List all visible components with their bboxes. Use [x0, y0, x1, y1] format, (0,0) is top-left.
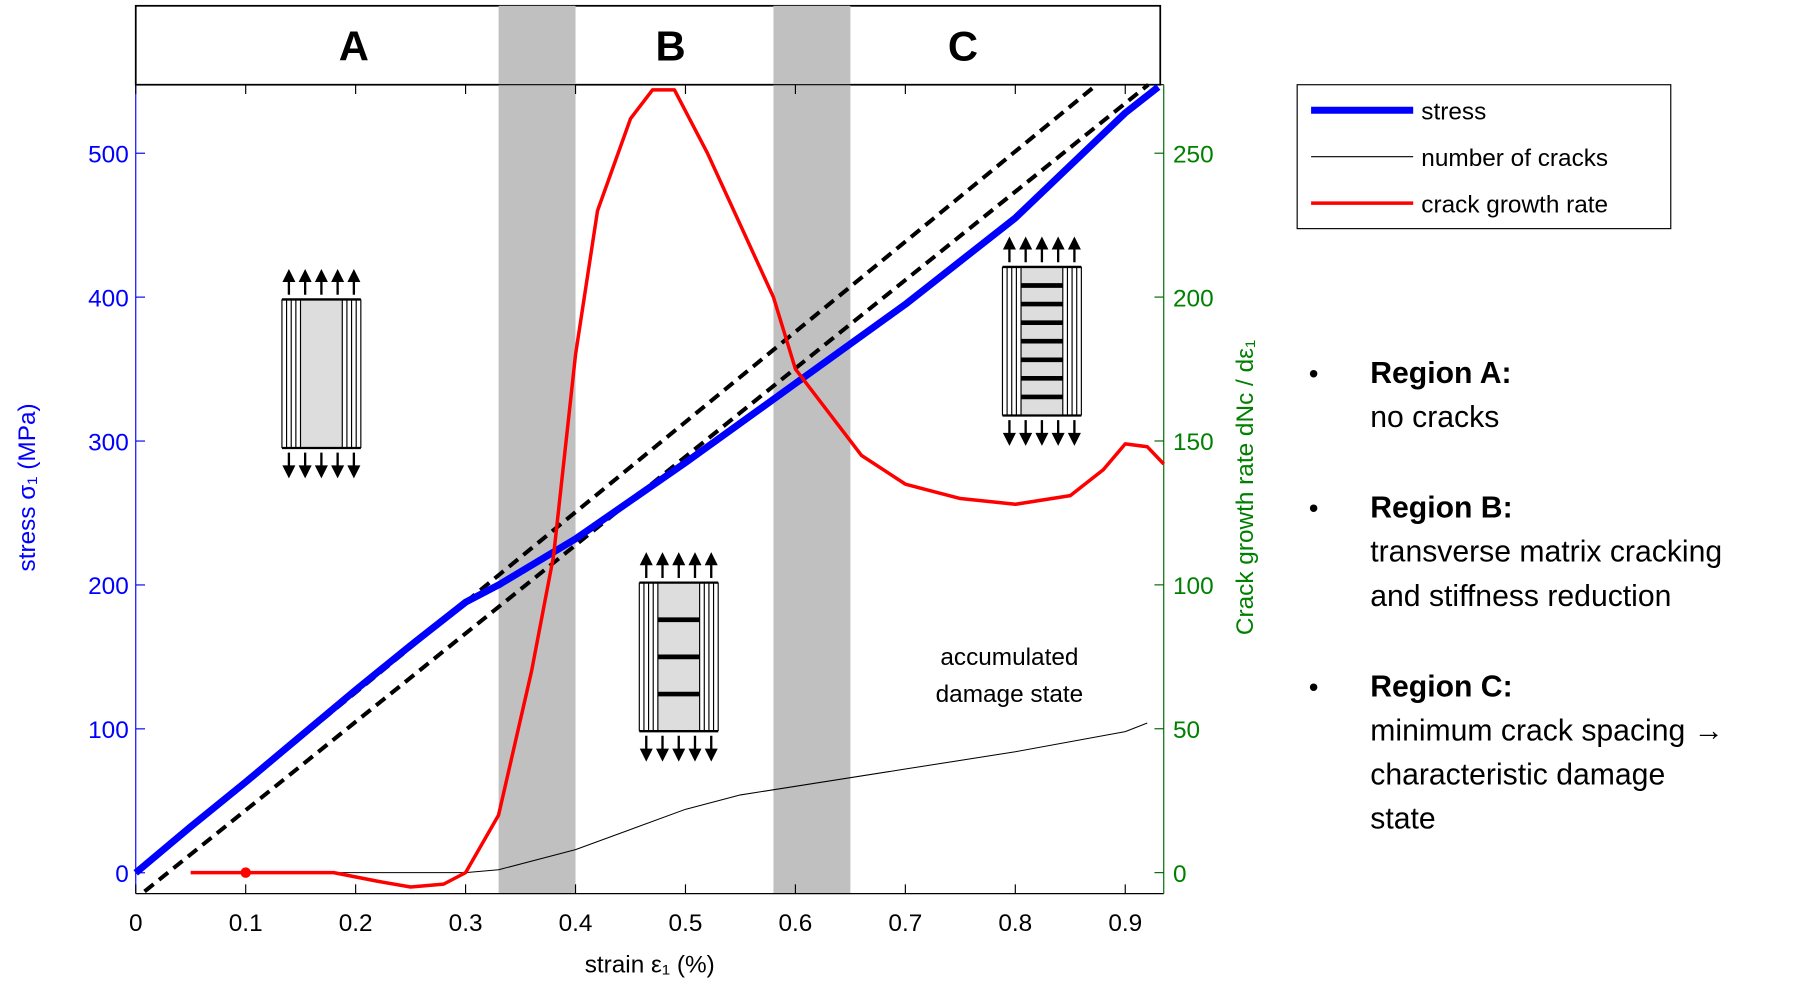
y-axis-label: stress σ₁ (MPa) [14, 403, 41, 571]
x-tick-label: 0.4 [559, 910, 593, 937]
region-label: B [656, 22, 686, 69]
y-tick-label: 400 [88, 285, 129, 312]
y2-tick-label: 50 [1173, 717, 1200, 744]
arrow [347, 452, 361, 479]
specimen-icon [638, 552, 719, 762]
x-tick-label: 0.5 [669, 910, 703, 937]
y-tick-label: 0 [115, 861, 129, 888]
legend-label: number of cracks [1421, 145, 1608, 172]
series-line [190, 722, 1148, 874]
arrow [347, 268, 361, 295]
bullet-text: no cracks [1370, 401, 1499, 434]
x-tick-label: 0.6 [778, 910, 812, 937]
arrow [282, 452, 296, 479]
bullet-title: Region C: [1370, 670, 1512, 703]
arrow [1051, 420, 1065, 446]
x-tick-label: 0.8 [998, 910, 1032, 937]
specimen-icon [1001, 236, 1082, 446]
arrow [1019, 420, 1033, 446]
arrow [331, 452, 345, 479]
bullet-text: characteristic damage [1370, 759, 1665, 792]
legend-label: crack growth rate [1421, 191, 1608, 218]
shaded-band [773, 5, 851, 894]
y2-tick-label: 0 [1173, 861, 1187, 888]
y2-tick-label: 200 [1173, 285, 1214, 312]
bullet-title: Region B: [1370, 492, 1512, 525]
x-tick-label: 0.9 [1108, 910, 1142, 937]
legend-label: stress [1421, 99, 1486, 126]
x-tick-label: 0.3 [449, 910, 483, 937]
arrow [314, 452, 328, 479]
x-tick-label: 0.2 [339, 910, 373, 937]
series-line [133, 84, 1161, 876]
bullet-text: minimum crack spacing → [1370, 714, 1724, 747]
highlight-point [240, 867, 251, 878]
arrow [314, 268, 328, 295]
arrow [1019, 236, 1033, 263]
x-axis-label: strain ε₁ (%) [585, 952, 715, 979]
arrow [1035, 420, 1049, 446]
specimen-core [299, 298, 343, 449]
x-tick-label: 0.1 [229, 910, 263, 937]
shaded-band [498, 5, 576, 894]
region-label: A [339, 22, 369, 69]
y-tick-label: 100 [88, 717, 129, 744]
annotation: damage state [936, 681, 1084, 708]
arrow [1051, 236, 1065, 263]
x-tick-label: 0.7 [888, 910, 922, 937]
arrow [672, 552, 686, 578]
y-tick-label: 200 [88, 573, 129, 600]
bullet-dot: • [1309, 358, 1319, 389]
arrow [655, 552, 670, 578]
arrow [672, 735, 686, 762]
bullet-title: Region A: [1370, 357, 1511, 390]
arrow [1002, 420, 1016, 446]
arrow [704, 552, 718, 578]
arrow [298, 268, 312, 295]
bullet-text: transverse matrix cracking [1370, 536, 1722, 569]
region-header [134, 4, 1162, 86]
bullet-dot: • [1309, 493, 1319, 524]
x-tick-label: 0 [129, 910, 143, 937]
bullet-dot: • [1309, 671, 1319, 702]
y-tick-label: 300 [88, 429, 129, 456]
arrow [1067, 236, 1081, 263]
arrow [1035, 236, 1049, 263]
arrow [704, 735, 718, 762]
bullet-text: and stiffness reduction [1370, 580, 1671, 613]
y2-tick-label: 100 [1173, 573, 1214, 600]
bullet-text: state [1370, 803, 1435, 836]
arrow [298, 452, 312, 479]
series-line [190, 88, 1165, 889]
region-label: C [948, 22, 978, 69]
y2-tick-label: 150 [1173, 429, 1214, 456]
y2-tick-label: 250 [1173, 141, 1214, 168]
arrow [1002, 236, 1016, 263]
arrow [639, 735, 653, 762]
arrow [282, 268, 296, 295]
y-tick-label: 500 [88, 142, 129, 169]
arrow [639, 552, 653, 578]
y2-axis-label: Crack growth rate dNc / dε₁ [1232, 340, 1259, 635]
specimen-icon [281, 268, 362, 479]
arrow [688, 735, 702, 762]
arrow [655, 735, 670, 762]
reference-line [143, 83, 1150, 894]
arrow [331, 268, 345, 295]
annotation: accumulated [940, 644, 1078, 671]
arrow [1067, 420, 1081, 446]
arrow [688, 552, 702, 578]
